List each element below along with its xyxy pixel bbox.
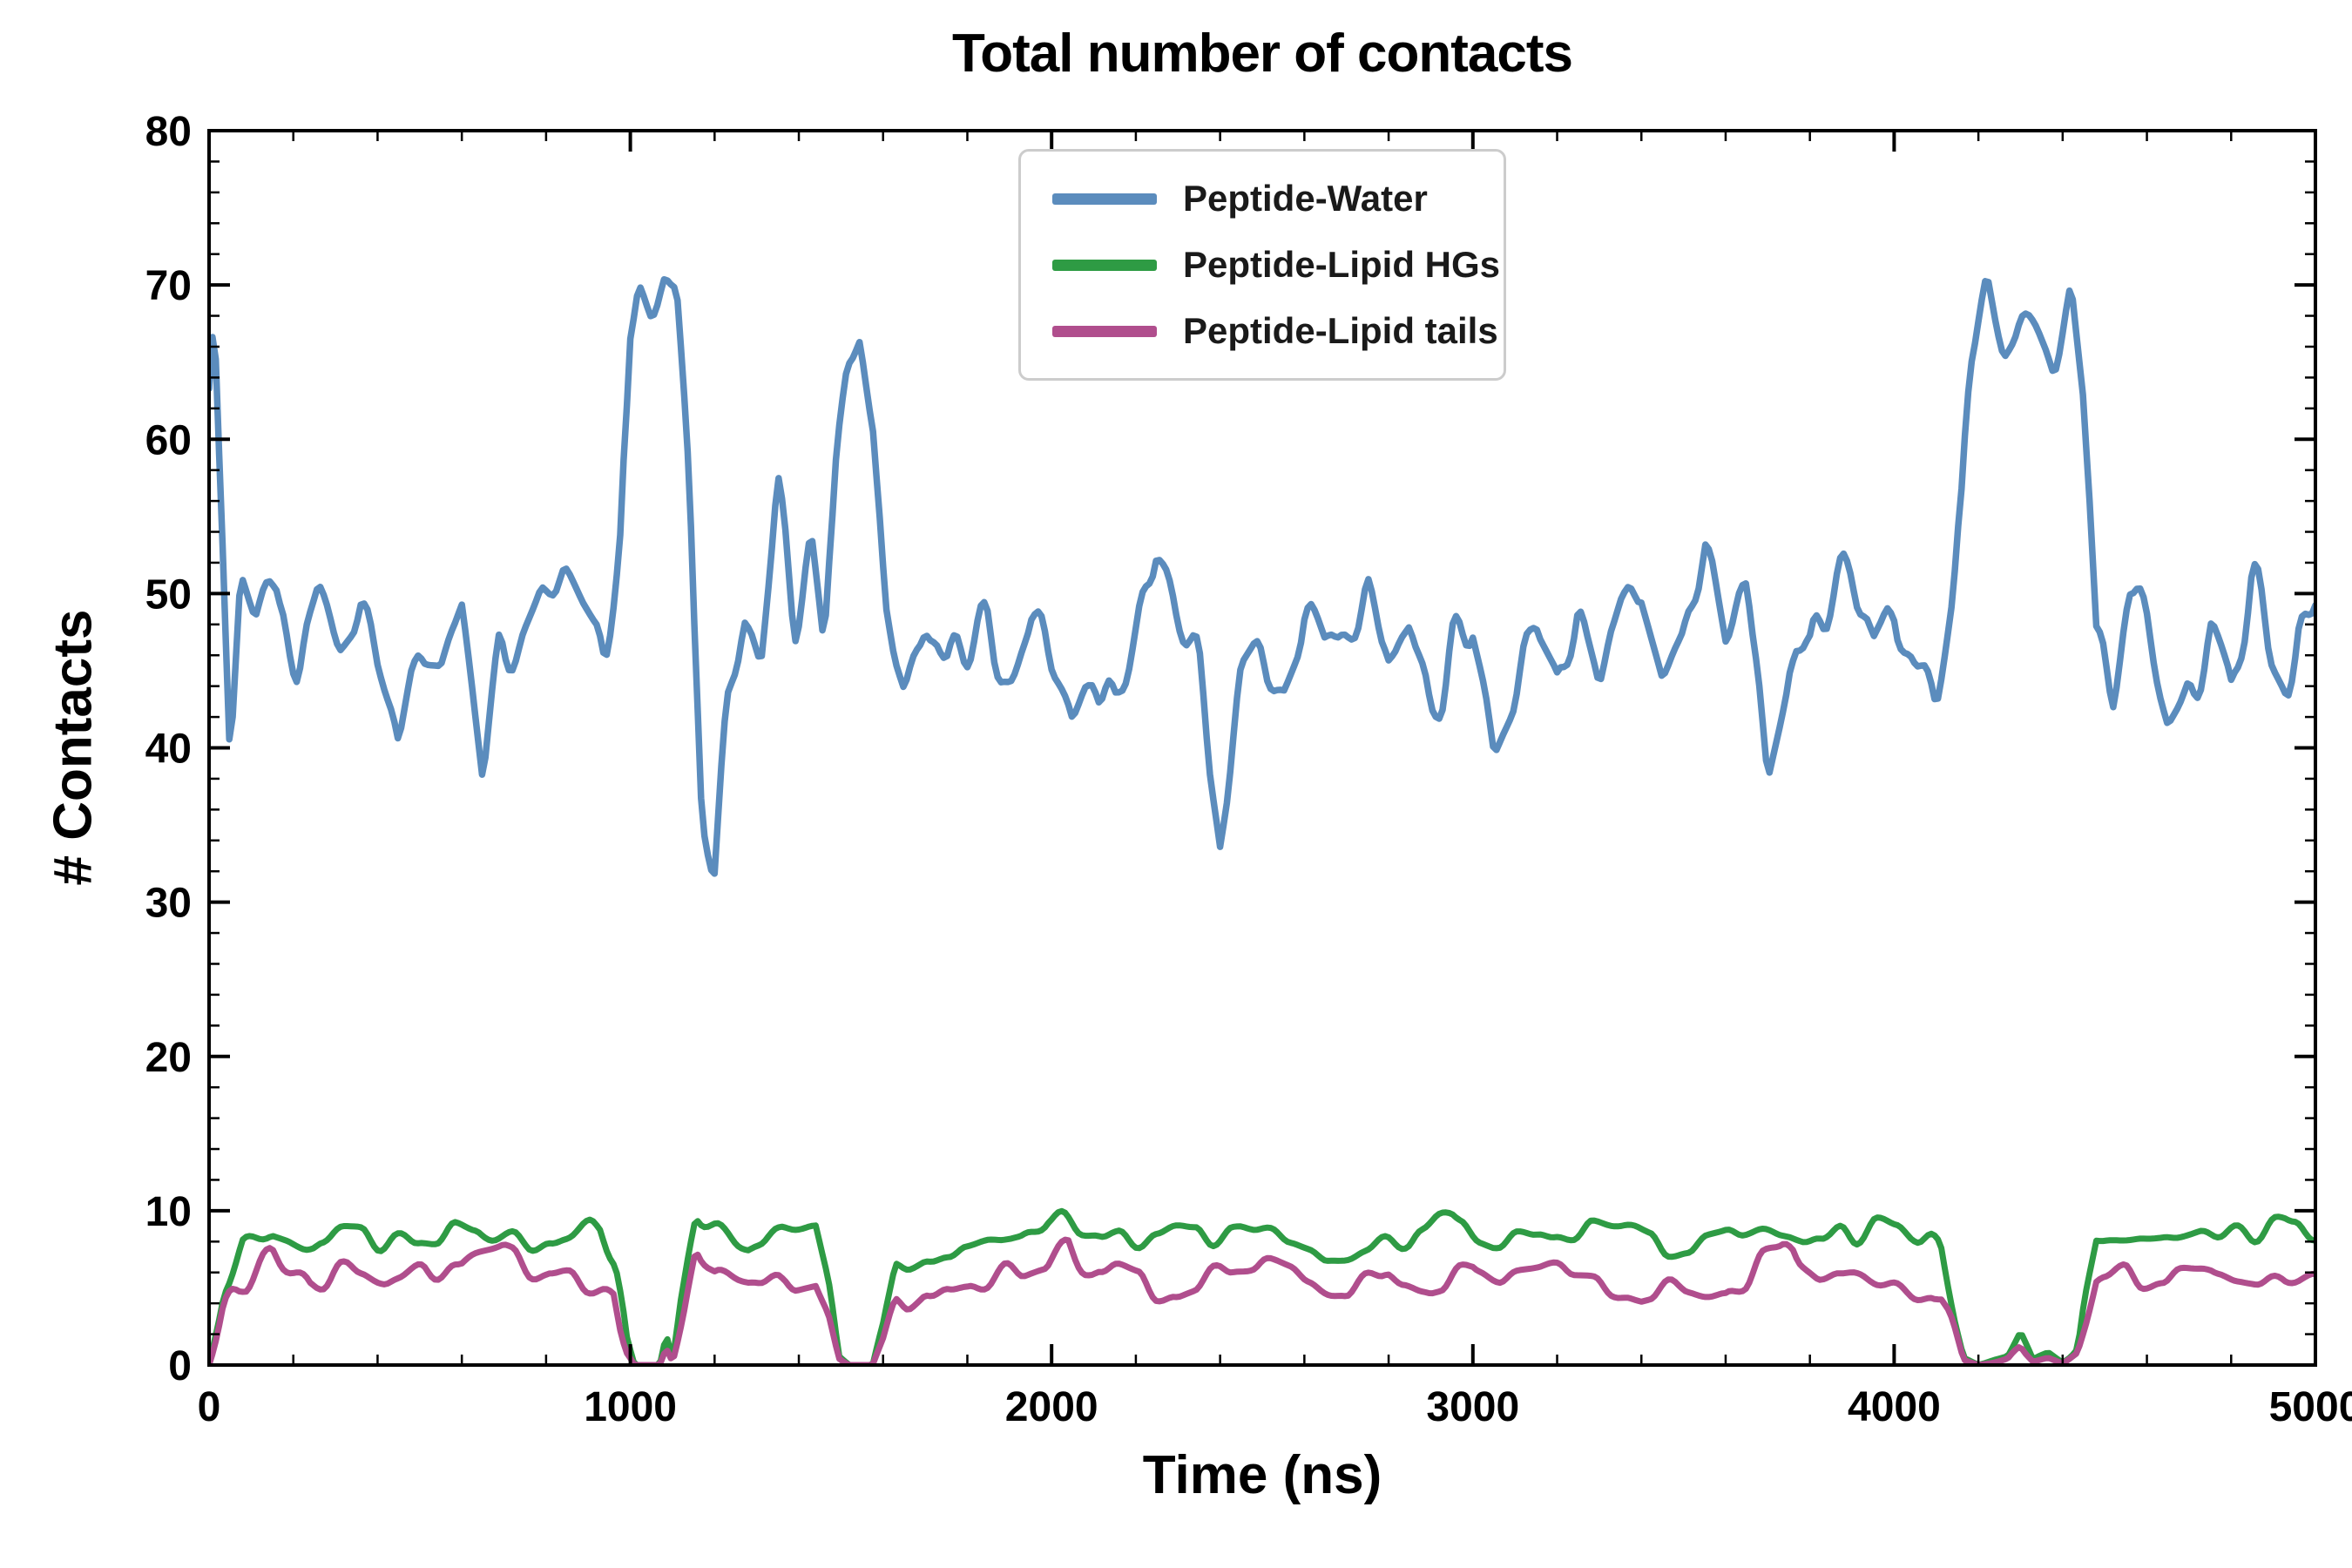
y-tick-label: 40: [145, 727, 192, 773]
y-tick-label: 30: [145, 881, 192, 927]
legend-line-swatch: [1052, 259, 1157, 271]
chart-title: Total number of contacts: [951, 24, 1573, 84]
y-tick-label: 60: [145, 417, 192, 463]
axis-ticks: [207, 129, 2317, 1367]
legend-entry: Peptide-Lipid tails: [1052, 310, 1498, 352]
x-tick-label: 0: [198, 1384, 221, 1430]
legend-line-swatch: [1052, 193, 1157, 205]
x-tick-label: 3000: [1426, 1384, 1519, 1430]
series-line-peptide-water: [209, 275, 2315, 877]
y-axis-label: # Contacts: [43, 609, 104, 886]
y-tick-label: 10: [145, 1189, 192, 1235]
y-tick-label: 70: [145, 263, 192, 309]
y-tick-label: 20: [145, 1035, 192, 1081]
y-tick-label: 50: [145, 571, 192, 618]
y-tick-label: 80: [145, 109, 192, 155]
series-line-peptide-lipid-tails: [209, 1236, 2315, 1365]
x-tick-label: 1000: [584, 1384, 677, 1430]
legend-label: Peptide-Lipid tails: [1183, 310, 1498, 351]
legend-line-swatch: [1052, 325, 1157, 337]
legend-label: Peptide-Water: [1183, 178, 1428, 219]
x-tick-label: 5000: [2269, 1384, 2352, 1430]
legend-entry: Peptide-Water: [1052, 178, 1472, 220]
x-axis-label: Time (ns): [1142, 1445, 1382, 1505]
series-line-peptide-lipid-hgs: [209, 1207, 2315, 1365]
x-tick-label: 4000: [1848, 1384, 1941, 1430]
y-tick-label: 0: [168, 1343, 192, 1389]
legend: Peptide-Water Peptide-Lipid HGs Peptide-Li…: [1018, 149, 1506, 381]
x-tick-label: 2000: [1005, 1384, 1098, 1430]
legend-label: Peptide-Lipid HGs: [1183, 244, 1501, 285]
legend-entry: Peptide-Lipid HGs: [1052, 244, 1500, 286]
